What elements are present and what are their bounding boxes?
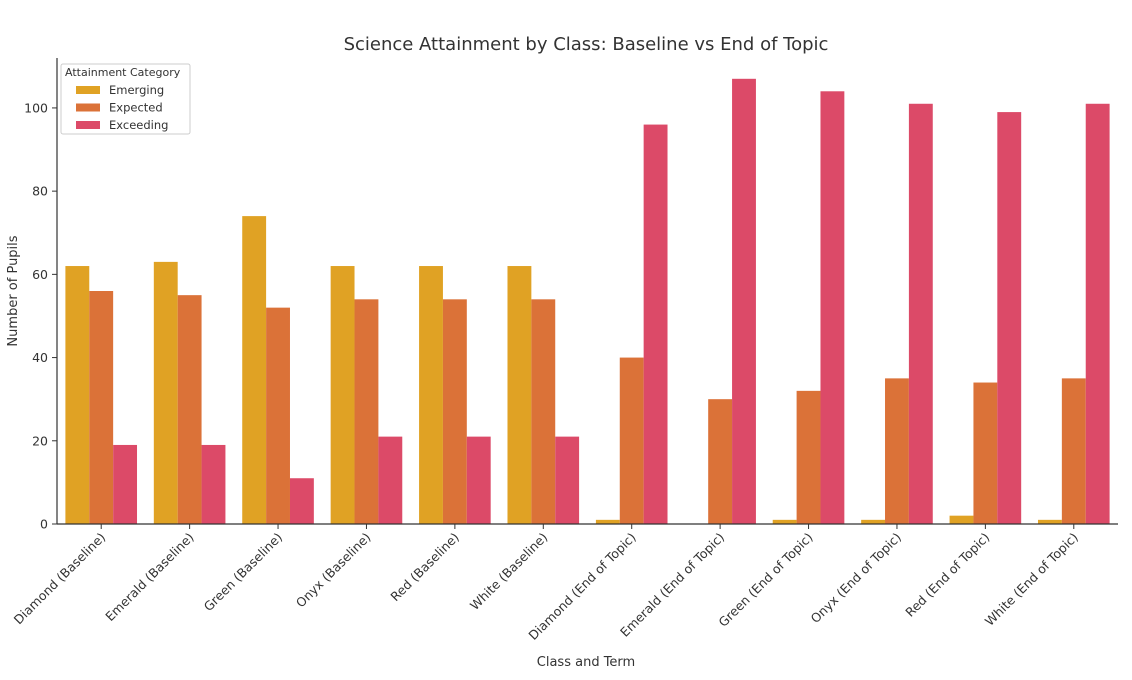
bar-emerging-6 <box>507 266 532 524</box>
x-tick-label: Red (End of Topic) <box>902 530 992 620</box>
legend-swatch-exceeding <box>76 121 100 129</box>
bar-emerging-1 <box>65 266 90 524</box>
bar-exceeding-5 <box>466 436 491 524</box>
x-tick-label: White (Baseline) <box>467 530 550 613</box>
y-tick-label: 60 <box>32 267 48 282</box>
bar-expected-8 <box>708 399 733 524</box>
bar-expected-5 <box>442 299 467 524</box>
legend-swatch-emerging <box>76 86 100 94</box>
legend-label-emerging: Emerging <box>109 83 164 97</box>
bar-emerging-9 <box>772 519 797 524</box>
x-tick-label: White (End of Topic) <box>982 530 1081 629</box>
bar-emerging-4 <box>330 266 355 524</box>
bar-emerging-7 <box>595 519 620 524</box>
bar-emerging-12 <box>1037 519 1062 524</box>
bar-exceeding-11 <box>997 112 1022 524</box>
y-tick-label: 40 <box>32 350 48 365</box>
legend-title: Attainment Category <box>65 66 181 79</box>
x-tick-label: Emerald (End of Topic) <box>617 530 727 640</box>
bar-exceeding-7 <box>643 124 668 525</box>
bar-exceeding-3 <box>289 478 314 524</box>
x-tick-label: Onyx (End of Topic) <box>808 530 905 627</box>
bar-expected-2 <box>177 295 202 524</box>
x-tick-label: Onyx (Baseline) <box>293 530 374 611</box>
bar-expected-7 <box>619 357 644 524</box>
bar-exceeding-1 <box>113 444 138 524</box>
bar-exceeding-9 <box>820 91 845 525</box>
y-tick-label: 100 <box>24 100 48 115</box>
legend-swatch-expected <box>76 103 100 112</box>
bar-expected-10 <box>885 378 909 524</box>
x-tick-label: Red (Baseline) <box>387 530 462 605</box>
x-axis-label: Class and Term <box>537 655 635 670</box>
bar-emerging-11 <box>949 515 974 524</box>
y-tick-label: 20 <box>32 433 48 448</box>
bar-expected-9 <box>796 390 821 524</box>
y-tick-label: 0 <box>40 517 48 532</box>
legend-label-exceeding: Exceeding <box>109 118 168 132</box>
bar-expected-1 <box>89 291 114 524</box>
bar-emerging-10 <box>861 519 886 524</box>
bar-expected-6 <box>531 299 556 524</box>
bars-layer <box>65 78 1110 525</box>
bar-expected-11 <box>973 382 998 524</box>
y-axis-label: Number of Pupils <box>6 235 21 346</box>
bar-expected-12 <box>1061 378 1086 524</box>
bar-expected-4 <box>354 299 379 524</box>
bar-expected-3 <box>266 307 290 524</box>
bar-emerging-2 <box>153 261 178 524</box>
bar-exceeding-2 <box>201 444 226 524</box>
x-tick-label: Green (Baseline) <box>201 530 286 615</box>
x-tick-label: Diamond (Baseline) <box>11 530 109 628</box>
legend-box <box>60 63 191 135</box>
x-tick-label: Green (End of Topic) <box>715 530 815 630</box>
bar-exceeding-6 <box>555 436 580 524</box>
bar-emerging-3 <box>242 216 267 524</box>
y-tick-label: 80 <box>32 184 48 199</box>
bar-exceeding-8 <box>732 78 756 524</box>
x-tick-label: Emerald (Baseline) <box>102 530 197 625</box>
bar-exceeding-4 <box>378 436 403 524</box>
legend-label-expected: Expected <box>109 101 163 115</box>
chart-title: Science Attainment by Class: Baseline vs… <box>344 34 829 55</box>
legend: Attainment Category Emerging Expected Excee… <box>60 63 191 135</box>
bar-exceeding-12 <box>1085 103 1110 525</box>
bar-emerging-5 <box>419 266 443 524</box>
bar-exceeding-10 <box>908 103 933 525</box>
